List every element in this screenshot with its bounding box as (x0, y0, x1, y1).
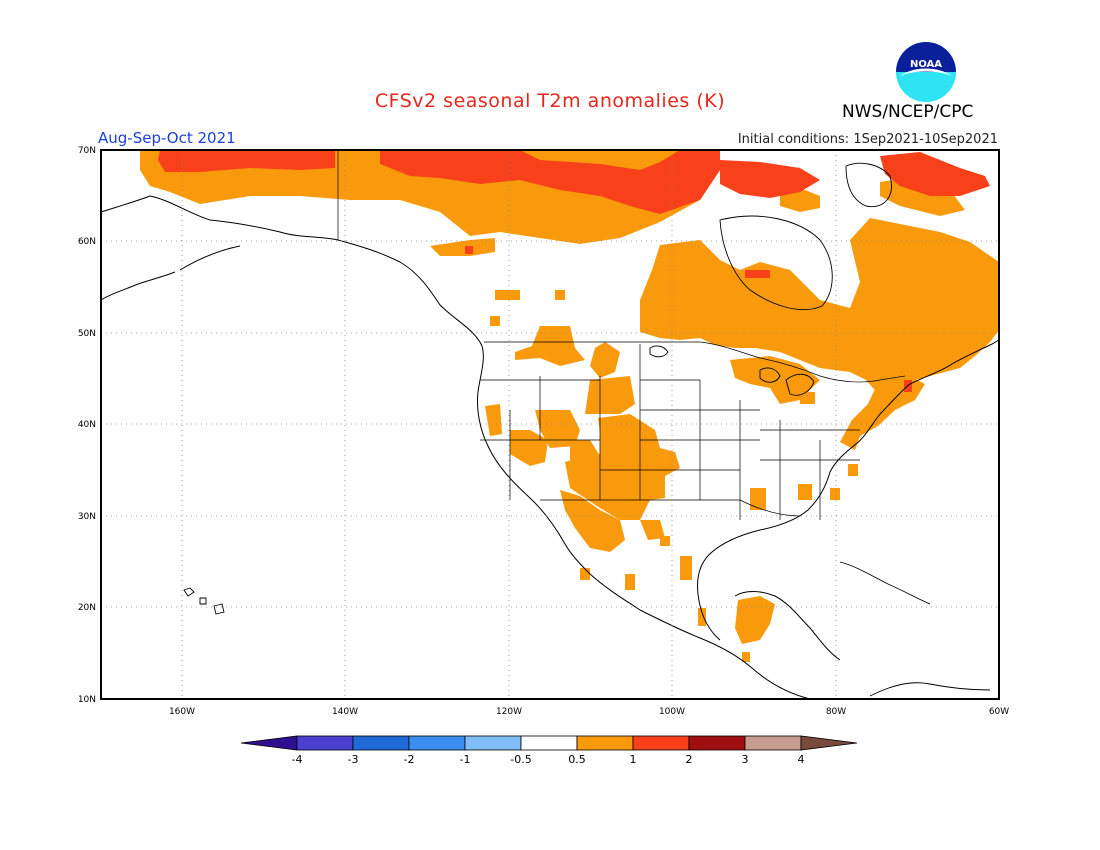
colorbar-swatch (632, 735, 690, 751)
latitude-labels: 70N 60N 50N 40N 30N 20N 10N (78, 146, 96, 705)
colorbar-swatch (688, 735, 746, 751)
lon-label: 100W (659, 707, 685, 717)
lat-label: 70N (78, 146, 96, 156)
coastlines (100, 195, 1000, 700)
lat-label: 50N (78, 329, 96, 339)
lon-label: 80W (826, 707, 846, 717)
lon-label: 60W (989, 707, 1009, 717)
colorbar-label: 1 (630, 753, 637, 766)
colorbar-swatch (576, 735, 634, 751)
lon-label: 120W (496, 707, 522, 717)
longitude-labels: 160W 140W 120W 100W 80W 60W (169, 707, 1009, 717)
islands-and-lakes (183, 162, 991, 697)
colorbar-label: -3 (348, 753, 359, 766)
agency-label: NWS/NCEP/CPC (842, 102, 974, 122)
lat-label: 60N (78, 237, 96, 247)
initial-conditions-label: Initial conditions: 1Sep2021-10Sep2021 (737, 132, 998, 147)
lon-label: 140W (332, 707, 358, 717)
lat-label: 40N (78, 420, 96, 430)
colorbar-label: 0.5 (568, 753, 586, 766)
colorbar-label: -4 (292, 753, 303, 766)
colorbar-arrow-low (240, 735, 298, 751)
lat-label: 10N (78, 695, 96, 705)
anomaly-fill-1-2 (158, 150, 990, 392)
colorbar-label: 4 (798, 753, 805, 766)
colorbar-label: 3 (742, 753, 749, 766)
season-label: Aug-Sep-Oct 2021 (98, 129, 236, 147)
colorbar-arrow-high (800, 735, 858, 751)
colorbar-label: 2 (686, 753, 693, 766)
colorbar-label: -1 (460, 753, 471, 766)
colorbar-swatch (464, 735, 522, 751)
noaa-logo-text: NOAA (910, 59, 942, 70)
colorbar-swatch (744, 735, 802, 751)
colorbar-swatch (408, 735, 466, 751)
colorbar-swatch (296, 735, 354, 751)
colorbar-label: -0.5 (510, 753, 531, 766)
lat-label: 30N (78, 512, 96, 522)
lon-label: 160W (169, 707, 195, 717)
political-boundaries (337, 150, 906, 520)
colorbar-swatch (520, 735, 578, 751)
colorbar-label: -2 (404, 753, 415, 766)
colorbar: -4 -3 -2 -1 -0.5 0.5 1 2 3 4 (240, 735, 858, 766)
lat-label: 20N (78, 603, 96, 613)
noaa-logo: NOAA (896, 42, 956, 102)
map-area (100, 149, 1000, 700)
colorbar-swatch (352, 735, 410, 751)
map-title: CFSv2 seasonal T2m anomalies (K) (374, 90, 726, 112)
